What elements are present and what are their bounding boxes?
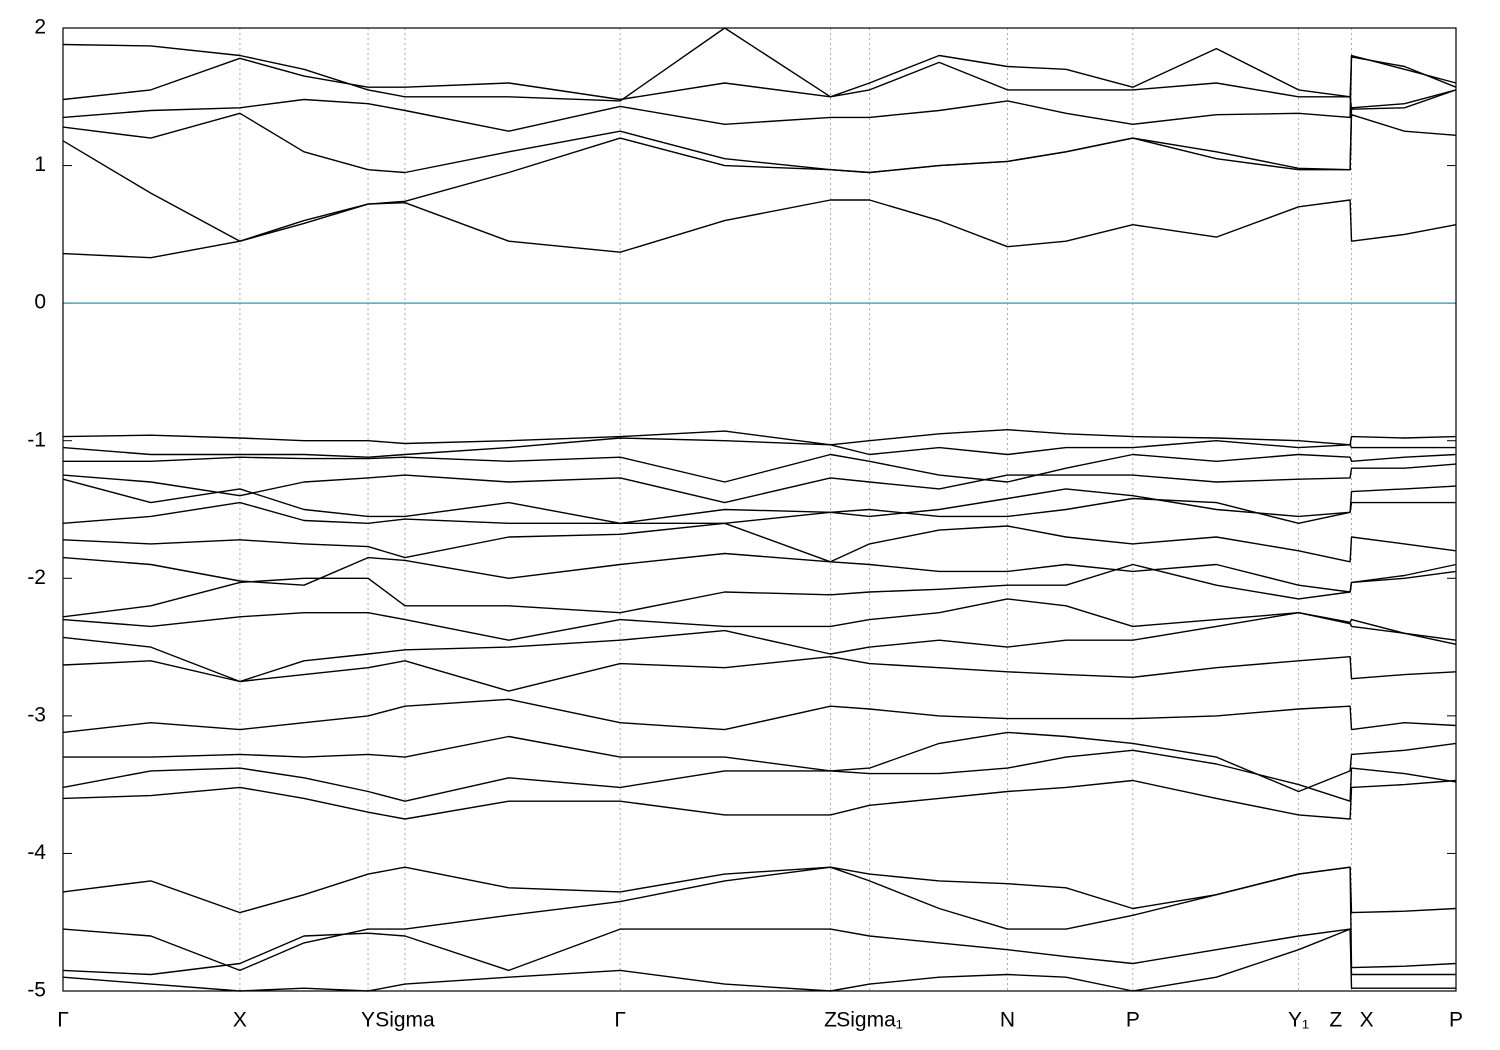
band-line	[62, 866, 1457, 972]
y-tick-label: 2	[34, 16, 46, 39]
y-tick-label: -3	[27, 703, 46, 726]
band-line	[62, 497, 1456, 524]
band-line	[62, 463, 1457, 504]
band-line	[62, 89, 1457, 174]
band-line	[62, 552, 1457, 593]
band-line	[62, 429, 1457, 446]
y-tick-label: 0	[34, 291, 46, 314]
y-tick-label: -2	[27, 566, 46, 589]
x-tick-label: Γ	[57, 1009, 69, 1032]
band-line	[63, 453, 1457, 483]
band-line	[63, 731, 1457, 793]
band-line	[62, 749, 1457, 802]
band-line	[62, 522, 1457, 563]
x-tick-label: Sigma	[375, 1009, 435, 1032]
y-tick-label: 1	[34, 153, 46, 176]
y-tick-label: -1	[27, 428, 46, 451]
x-tick-label: P	[1126, 1009, 1140, 1032]
band-line	[62, 779, 1457, 820]
band-line	[62, 478, 1457, 524]
band-line	[62, 866, 1457, 914]
x-tick-label: Γ	[614, 1009, 626, 1032]
band-line	[62, 928, 1456, 976]
band-line	[62, 437, 1456, 458]
band-line	[62, 698, 1457, 734]
x-tick-label: X	[233, 1009, 247, 1032]
band-line	[62, 47, 1457, 101]
x-tick-label: Z X	[1329, 1009, 1373, 1032]
x-tick-label: Y₁	[1288, 1009, 1309, 1032]
band-line	[62, 612, 1457, 683]
x-tick-label: Sigma₁	[836, 1009, 903, 1032]
band-line	[62, 598, 1457, 641]
plot-frame	[62, 27, 1457, 992]
band-line	[62, 199, 1457, 259]
band-line	[62, 54, 1457, 132]
y-tick-label: -4	[27, 841, 46, 864]
band-line	[62, 563, 1457, 618]
x-tick-label: Z	[824, 1009, 837, 1032]
x-tick-label: P	[1449, 1009, 1463, 1032]
y-tick-label: -5	[27, 979, 46, 1002]
band-line	[62, 928, 1456, 992]
x-tick-label: Y	[361, 1009, 375, 1032]
x-tick-label: N	[1000, 1009, 1015, 1032]
band-line	[62, 656, 1457, 692]
band-line	[62, 27, 1457, 110]
band-line	[62, 114, 1457, 242]
